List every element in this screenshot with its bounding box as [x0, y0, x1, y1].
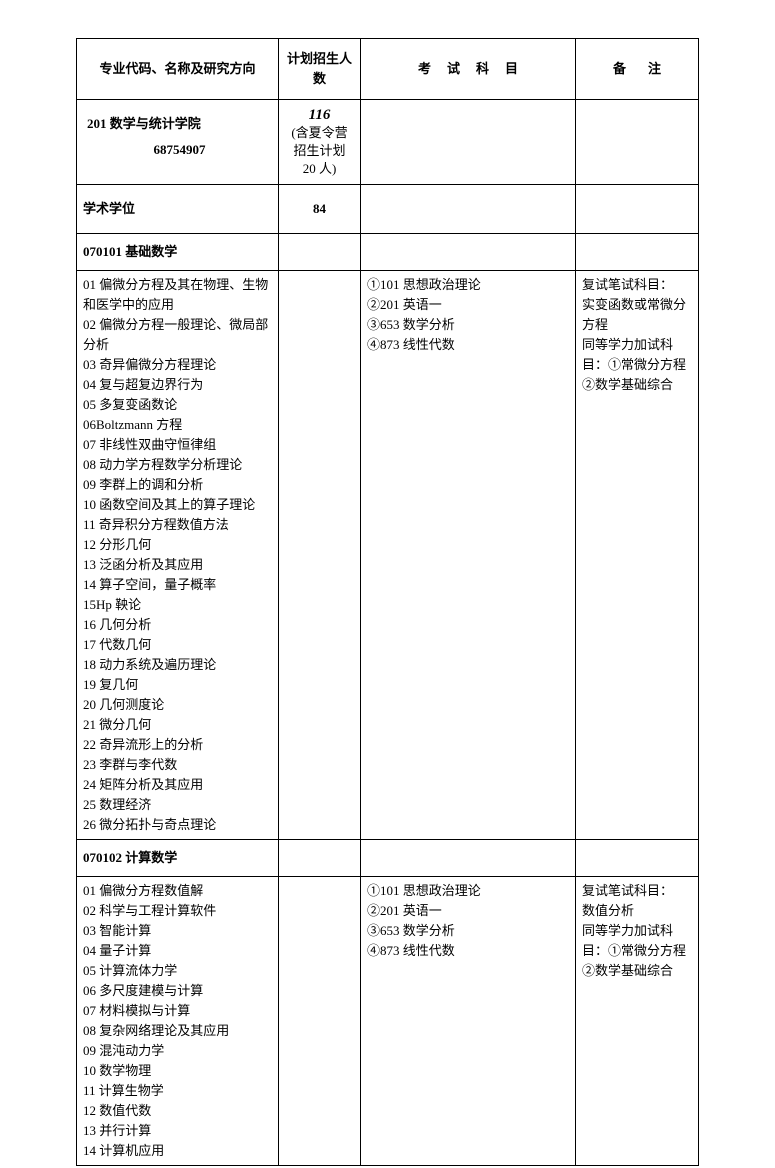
department-name: 201 数学与统计学院 — [87, 114, 272, 134]
direction: 20 几何测度论 — [83, 695, 272, 715]
direction: 05 计算流体力学 — [83, 961, 272, 981]
direction: 25 数理经济 — [83, 795, 272, 815]
direction: 15Hp 鞅论 — [83, 595, 272, 615]
direction: 22 奇异流形上的分析 — [83, 735, 272, 755]
exam-item: ②201 英语一 — [367, 901, 569, 921]
remarks-cell: 复试笔试科目： 实变函数或常微分方程 同等学力加试科目：①常微分方程②数学基础综… — [576, 271, 699, 840]
remark-line: 复试笔试科目： — [582, 275, 692, 295]
plan-note-3: 20 人) — [281, 160, 358, 178]
direction: 06 多尺度建模与计算 — [83, 981, 272, 1001]
direction: 12 数值代数 — [83, 1101, 272, 1121]
col-major: 专业代码、名称及研究方向 — [77, 39, 279, 100]
direction: 07 材料模拟与计算 — [83, 1001, 272, 1021]
major-header-row: 070102 计算数学 — [77, 840, 699, 877]
direction: 02 偏微分方程一般理论、微局部分析 — [83, 315, 272, 355]
direction: 09 李群上的调和分析 — [83, 475, 272, 495]
directions-cell: 01 偏微分方程及其在物理、生物和医学中的应用 02 偏微分方程一般理论、微局部… — [77, 271, 279, 840]
remark-line: 实变函数或常微分方程 — [582, 295, 692, 335]
exams-cell: ①101 思想政治理论 ②201 英语一 ③653 数学分析 ④873 线性代数 — [361, 271, 576, 840]
direction: 14 计算机应用 — [83, 1141, 272, 1161]
empty-cell — [361, 234, 576, 271]
empty-cell — [279, 840, 361, 877]
direction: 21 微分几何 — [83, 715, 272, 735]
department-phone: 68754907 — [87, 140, 272, 160]
direction: 03 奇异偏微分方程理论 — [83, 355, 272, 375]
direction: 16 几何分析 — [83, 615, 272, 635]
direction: 06Boltzmann 方程 — [83, 415, 272, 435]
col-plan: 计划招生人数 — [279, 39, 361, 100]
major-body-row: 01 偏微分方程数值解 02 科学与工程计算软件 03 智能计算 04 量子计算… — [77, 877, 699, 1166]
empty-cell — [279, 271, 361, 840]
major-header-row: 070101 基础数学 — [77, 234, 699, 271]
direction: 23 李群与李代数 — [83, 755, 272, 775]
direction: 10 函数空间及其上的算子理论 — [83, 495, 272, 515]
plan-number: 116 — [281, 106, 358, 124]
direction: 13 泛函分析及其应用 — [83, 555, 272, 575]
department-row: 201 数学与统计学院 68754907 116 (含夏令营 招生计划 20 人… — [77, 100, 699, 185]
direction: 24 矩阵分析及其应用 — [83, 775, 272, 795]
empty-cell — [361, 840, 576, 877]
remark-line: 同等学力加试科目：①常微分方程②数学基础综合 — [582, 335, 692, 395]
exam-item: ④873 线性代数 — [367, 335, 569, 355]
empty-cell — [361, 185, 576, 234]
remark-line: 同等学力加试科目：①常微分方程②数学基础综合 — [582, 921, 692, 981]
empty-cell — [279, 877, 361, 1166]
col-exam: 考试科目 — [361, 39, 576, 100]
exam-item: ④873 线性代数 — [367, 941, 569, 961]
direction: 14 算子空间，量子概率 — [83, 575, 272, 595]
col-remark: 备注 — [576, 39, 699, 100]
department-cell: 201 数学与统计学院 68754907 — [77, 100, 279, 185]
plan-note-2: 招生计划 — [281, 142, 358, 160]
exam-item: ②201 英语一 — [367, 295, 569, 315]
direction: 13 并行计算 — [83, 1121, 272, 1141]
direction: 12 分形几何 — [83, 535, 272, 555]
direction: 11 奇异积分方程数值方法 — [83, 515, 272, 535]
remarks-cell: 复试笔试科目： 数值分析 同等学力加试科目：①常微分方程②数学基础综合 — [576, 877, 699, 1166]
direction: 10 数学物理 — [83, 1061, 272, 1081]
empty-cell — [576, 234, 699, 271]
direction: 04 复与超复边界行为 — [83, 375, 272, 395]
direction: 26 微分拓扑与奇点理论 — [83, 815, 272, 835]
direction: 17 代数几何 — [83, 635, 272, 655]
empty-cell — [361, 100, 576, 185]
direction: 18 动力系统及遍历理论 — [83, 655, 272, 675]
direction: 11 计算生物学 — [83, 1081, 272, 1101]
remark-line: 复试笔试科目： — [582, 881, 692, 901]
directions-cell: 01 偏微分方程数值解 02 科学与工程计算软件 03 智能计算 04 量子计算… — [77, 877, 279, 1166]
degree-count: 84 — [279, 185, 361, 234]
plan-cell: 116 (含夏令营 招生计划 20 人) — [279, 100, 361, 185]
empty-cell — [576, 840, 699, 877]
direction: 02 科学与工程计算软件 — [83, 901, 272, 921]
exam-item: ①101 思想政治理论 — [367, 275, 569, 295]
degree-row: 学术学位 84 — [77, 185, 699, 234]
major-code-name: 070102 计算数学 — [77, 840, 279, 877]
exam-item: ③653 数学分析 — [367, 921, 569, 941]
remark-line: 数值分析 — [582, 901, 692, 921]
admissions-table: 专业代码、名称及研究方向 计划招生人数 考试科目 备注 201 数学与统计学院 … — [76, 38, 699, 1166]
exam-item: ③653 数学分析 — [367, 315, 569, 335]
direction: 03 智能计算 — [83, 921, 272, 941]
table-header-row: 专业代码、名称及研究方向 计划招生人数 考试科目 备注 — [77, 39, 699, 100]
empty-cell — [576, 185, 699, 234]
direction: 04 量子计算 — [83, 941, 272, 961]
plan-note-1: (含夏令营 — [281, 124, 358, 142]
direction: 08 动力学方程数学分析理论 — [83, 455, 272, 475]
exam-item: ①101 思想政治理论 — [367, 881, 569, 901]
degree-label: 学术学位 — [77, 185, 279, 234]
direction: 19 复几何 — [83, 675, 272, 695]
major-body-row: 01 偏微分方程及其在物理、生物和医学中的应用 02 偏微分方程一般理论、微局部… — [77, 271, 699, 840]
empty-cell — [576, 100, 699, 185]
direction: 08 复杂网络理论及其应用 — [83, 1021, 272, 1041]
exams-cell: ①101 思想政治理论 ②201 英语一 ③653 数学分析 ④873 线性代数 — [361, 877, 576, 1166]
empty-cell — [279, 234, 361, 271]
direction: 07 非线性双曲守恒律组 — [83, 435, 272, 455]
direction: 09 混沌动力学 — [83, 1041, 272, 1061]
major-code-name: 070101 基础数学 — [77, 234, 279, 271]
direction: 05 多复变函数论 — [83, 395, 272, 415]
direction: 01 偏微分方程数值解 — [83, 881, 272, 901]
direction: 01 偏微分方程及其在物理、生物和医学中的应用 — [83, 275, 272, 315]
